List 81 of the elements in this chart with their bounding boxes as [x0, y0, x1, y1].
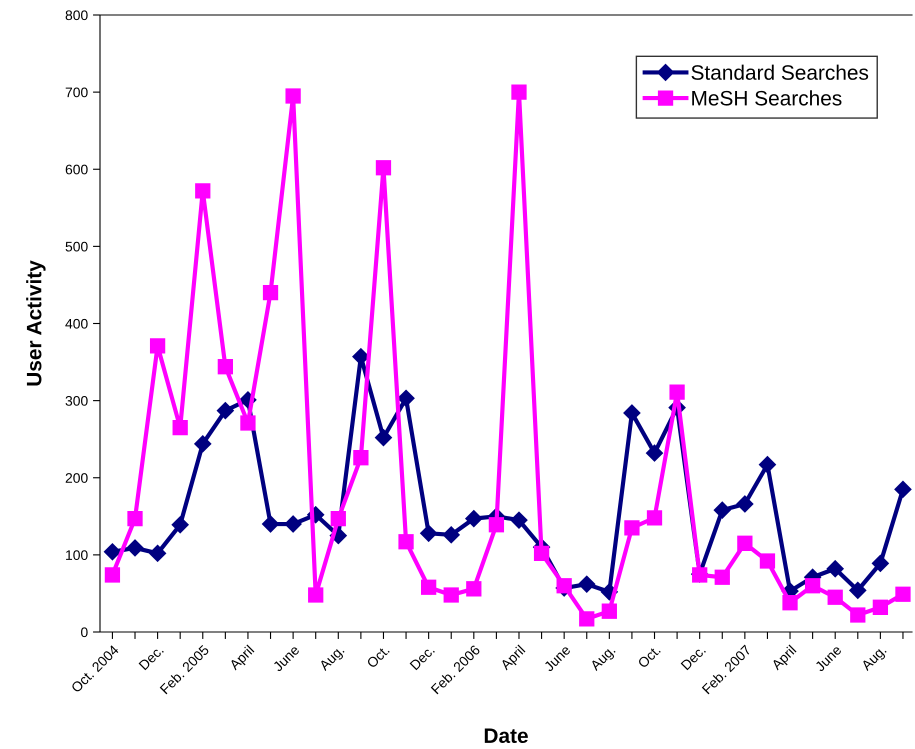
x-tick-label: Dec. — [138, 645, 164, 670]
x-tick-label: Dec. — [680, 645, 706, 670]
y-tick-label: 500 — [66, 242, 88, 252]
point — [284, 515, 302, 533]
point — [216, 402, 234, 420]
point — [895, 586, 911, 602]
point — [330, 510, 346, 526]
point — [758, 456, 776, 474]
point — [602, 604, 617, 619]
point — [826, 560, 844, 578]
point — [376, 160, 392, 176]
point — [534, 546, 550, 561]
point — [894, 480, 912, 498]
point — [444, 587, 459, 603]
point — [172, 516, 189, 534]
x-tick-label: Dec. — [410, 645, 435, 670]
point — [194, 435, 212, 452]
point — [240, 415, 256, 431]
point — [218, 359, 233, 374]
point — [374, 429, 392, 446]
y-tick-label: 100 — [66, 550, 88, 560]
point — [149, 544, 166, 562]
y-tick-label: 700 — [66, 87, 88, 98]
x-tick-label: June — [814, 644, 842, 672]
point — [760, 553, 776, 569]
point — [398, 534, 414, 550]
x-tick-label: Oct. — [366, 644, 390, 669]
point — [624, 520, 640, 536]
point — [850, 607, 866, 623]
point — [127, 510, 143, 526]
y-axis-title: User Activity — [26, 260, 46, 386]
point — [804, 578, 820, 594]
point — [736, 495, 754, 513]
point — [646, 510, 662, 526]
point — [510, 512, 528, 529]
y-tick-label: 200 — [66, 473, 88, 483]
legend-label: Standard Searches — [691, 64, 868, 80]
point — [150, 338, 166, 354]
point — [104, 543, 121, 560]
x-tick-label: Aug. — [860, 645, 889, 674]
point — [465, 510, 482, 528]
point — [872, 554, 889, 572]
point — [398, 390, 415, 407]
point — [195, 183, 210, 198]
point — [714, 570, 730, 585]
point — [172, 420, 188, 436]
y-tick-label: 400 — [65, 318, 88, 329]
x-tick-label: Aug. — [590, 645, 618, 674]
point — [669, 384, 685, 400]
point — [737, 536, 752, 551]
point — [285, 88, 301, 104]
point — [828, 590, 843, 605]
y-tick-label: 800 — [66, 10, 88, 20]
x-axis-title: Date — [484, 728, 528, 744]
point — [262, 285, 278, 300]
x-tick-label: Oct. — [637, 644, 661, 669]
point — [646, 444, 664, 462]
point — [872, 600, 888, 615]
point — [488, 517, 504, 532]
point — [420, 524, 438, 542]
point — [578, 576, 596, 593]
x-tick-label: Aug. — [318, 645, 347, 674]
legend-label: MeSH Searches — [692, 90, 842, 106]
point — [579, 611, 594, 627]
point — [353, 450, 369, 466]
point — [849, 582, 866, 599]
point — [442, 526, 460, 544]
point — [262, 515, 280, 533]
point — [104, 567, 120, 583]
point — [308, 587, 324, 603]
point — [623, 404, 640, 422]
point — [421, 580, 436, 595]
point — [126, 539, 144, 556]
point — [714, 502, 731, 519]
y-tick-label: 600 — [66, 164, 88, 174]
point — [782, 595, 798, 610]
point — [556, 578, 572, 594]
y-tick-label: 300 — [66, 396, 88, 406]
point — [466, 581, 482, 596]
y-tick-label: 0 — [81, 627, 88, 638]
point — [511, 84, 527, 100]
